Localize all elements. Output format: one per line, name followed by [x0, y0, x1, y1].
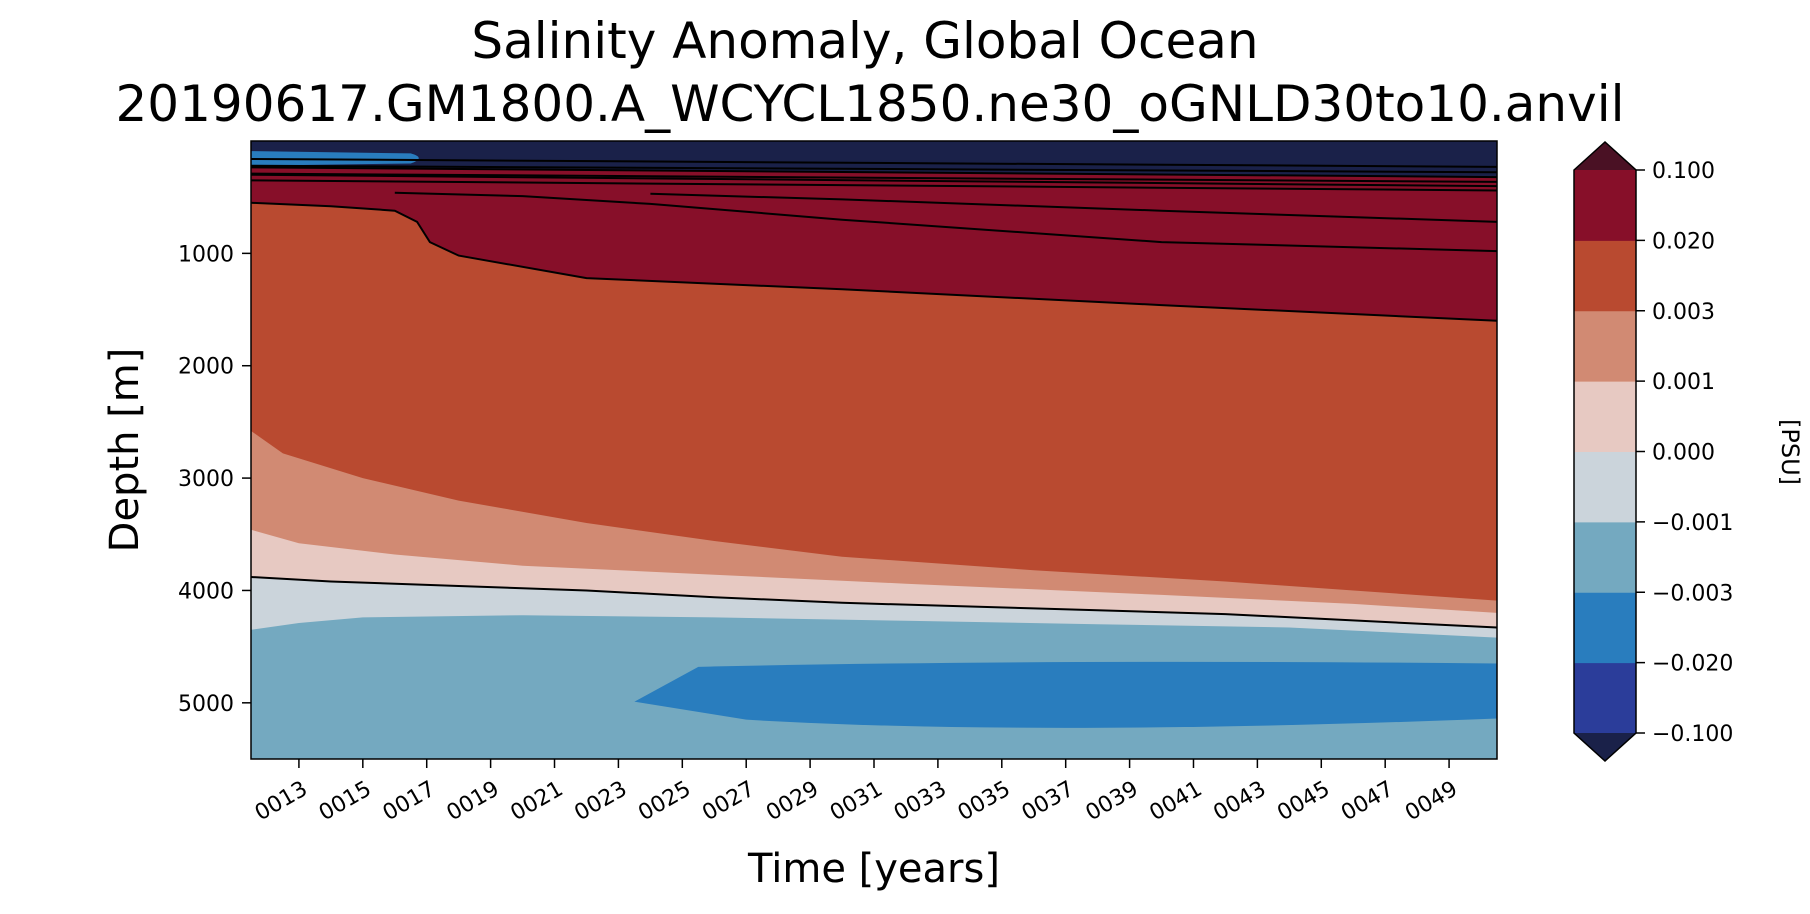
colorbar-tick-label: 0.000: [1652, 441, 1715, 466]
y-tick-label: 3000: [178, 467, 234, 492]
colorbar-tick-label: −0.100: [1652, 722, 1733, 747]
contour-line-0.100: [650, 192, 1497, 223]
y-tick-label: 5000: [178, 692, 234, 717]
x-tick-label: 0021: [507, 777, 568, 827]
x-tick-label: 0031: [826, 777, 887, 827]
y-tick-label: 1000: [178, 242, 234, 267]
contour-line-0.020: [251, 201, 1497, 322]
colorbar-segment: [1574, 451, 1636, 523]
x-tick-label: 0035: [954, 777, 1015, 827]
x-tick-label: 0013: [251, 777, 312, 827]
y-tick-label: 2000: [178, 355, 234, 380]
x-tick-label: 0027: [698, 777, 759, 827]
x-tick-label: 0043: [1209, 777, 1270, 827]
colorbar-tick-label: 0.100: [1652, 159, 1715, 184]
x-tick-label: 0049: [1401, 777, 1462, 827]
colorbar-segment: [1574, 592, 1636, 664]
chart-title: Salinity Anomaly, Global Ocean: [471, 12, 1258, 70]
x-tick-label: 0039: [1082, 777, 1143, 827]
contour-line-surface: [251, 179, 1497, 192]
colorbar-tick-label: −0.020: [1652, 652, 1733, 677]
x-tick-label: 0023: [570, 777, 631, 827]
colorbar-segment: [1574, 310, 1636, 382]
colorbar-segment: [1574, 381, 1636, 452]
x-tick-label: 0047: [1337, 777, 1398, 827]
contour-line-surface: [251, 166, 1497, 179]
x-tick-label: 0037: [1018, 777, 1079, 827]
x-tick-label: 0029: [762, 777, 823, 827]
contour-line-0.100: [394, 191, 1497, 253]
x-tick-label: 0019: [443, 777, 504, 827]
y-tick-label: 4000: [178, 579, 234, 604]
colorbar: −0.100 −0.020 −0.003 −0.001 0.000 0.001 0.003 0…: [1573, 140, 1733, 763]
colorbar-under-arrow: [1574, 733, 1636, 761]
colorbar-segment: [1574, 240, 1636, 312]
x-tick-label: 0015: [315, 777, 376, 827]
x-tick-label: 0025: [634, 777, 695, 827]
contour-lines: [251, 157, 1497, 629]
colorbar-segment: [1574, 521, 1636, 593]
contour-band--0.003: [634, 661, 1497, 728]
contour-line-surface: [251, 157, 1497, 168]
x-tick-label: 0033: [890, 777, 951, 827]
surface-patch: [251, 151, 419, 166]
colorbar-tick-label: 0.020: [1652, 229, 1715, 254]
colorbar-tick-label: −0.001: [1652, 511, 1733, 536]
colorbar-over-arrow: [1574, 142, 1636, 170]
colorbar-segment: [1574, 170, 1636, 241]
colorbar-tick-label: 0.001: [1652, 370, 1715, 395]
chart-subtitle: 20190617.GM1800.A_WCYCL1850.ne30_oGNLD30…: [115, 75, 1624, 133]
colorbar-segment: [1574, 662, 1636, 734]
x-axis-label: Time [years]: [747, 846, 1000, 892]
colorbar-tick-label: 0.003: [1652, 300, 1715, 325]
colorbar-tick-label: −0.003: [1652, 581, 1733, 606]
contour-line-surface: [251, 172, 1497, 183]
contour-line-0.000: [251, 576, 1497, 629]
x-tick-label: 0041: [1145, 777, 1206, 827]
y-axis-label: Depth [m]: [102, 348, 148, 553]
x-tick-label: 0045: [1273, 777, 1334, 827]
x-tick-label: 0017: [379, 777, 440, 827]
y-axis: 1000 2000 3000 4000 5000: [178, 242, 251, 717]
plot-area: [251, 141, 1497, 759]
colorbar-label: [PSU]: [1776, 419, 1804, 485]
contour-line-surface: [251, 164, 1497, 174]
x-axis: 0013 0015 0017 0019 0021 0023 0025 0027 0029 0031…: [251, 759, 1462, 826]
contour-line-surface: [251, 173, 1497, 188]
